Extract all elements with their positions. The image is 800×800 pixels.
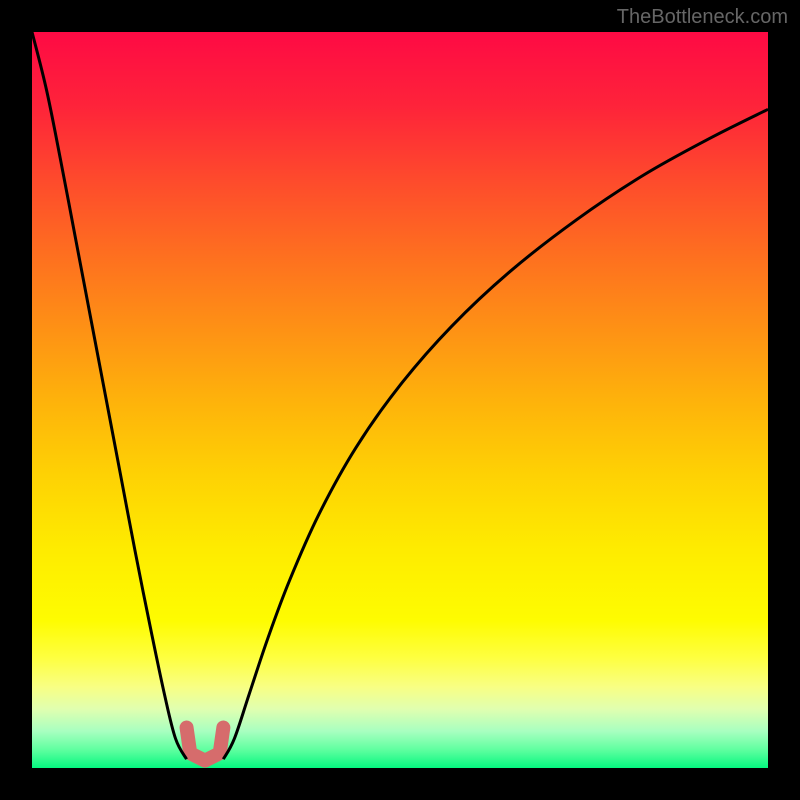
watermark-text: TheBottleneck.com xyxy=(617,6,788,29)
chart-container: TheBottleneck.com xyxy=(0,0,800,800)
curve-right-branch xyxy=(223,109,768,759)
curve-layer xyxy=(32,32,768,768)
minimum-marker xyxy=(187,728,224,761)
curve-left-branch xyxy=(32,32,187,759)
plot-area xyxy=(32,32,768,768)
